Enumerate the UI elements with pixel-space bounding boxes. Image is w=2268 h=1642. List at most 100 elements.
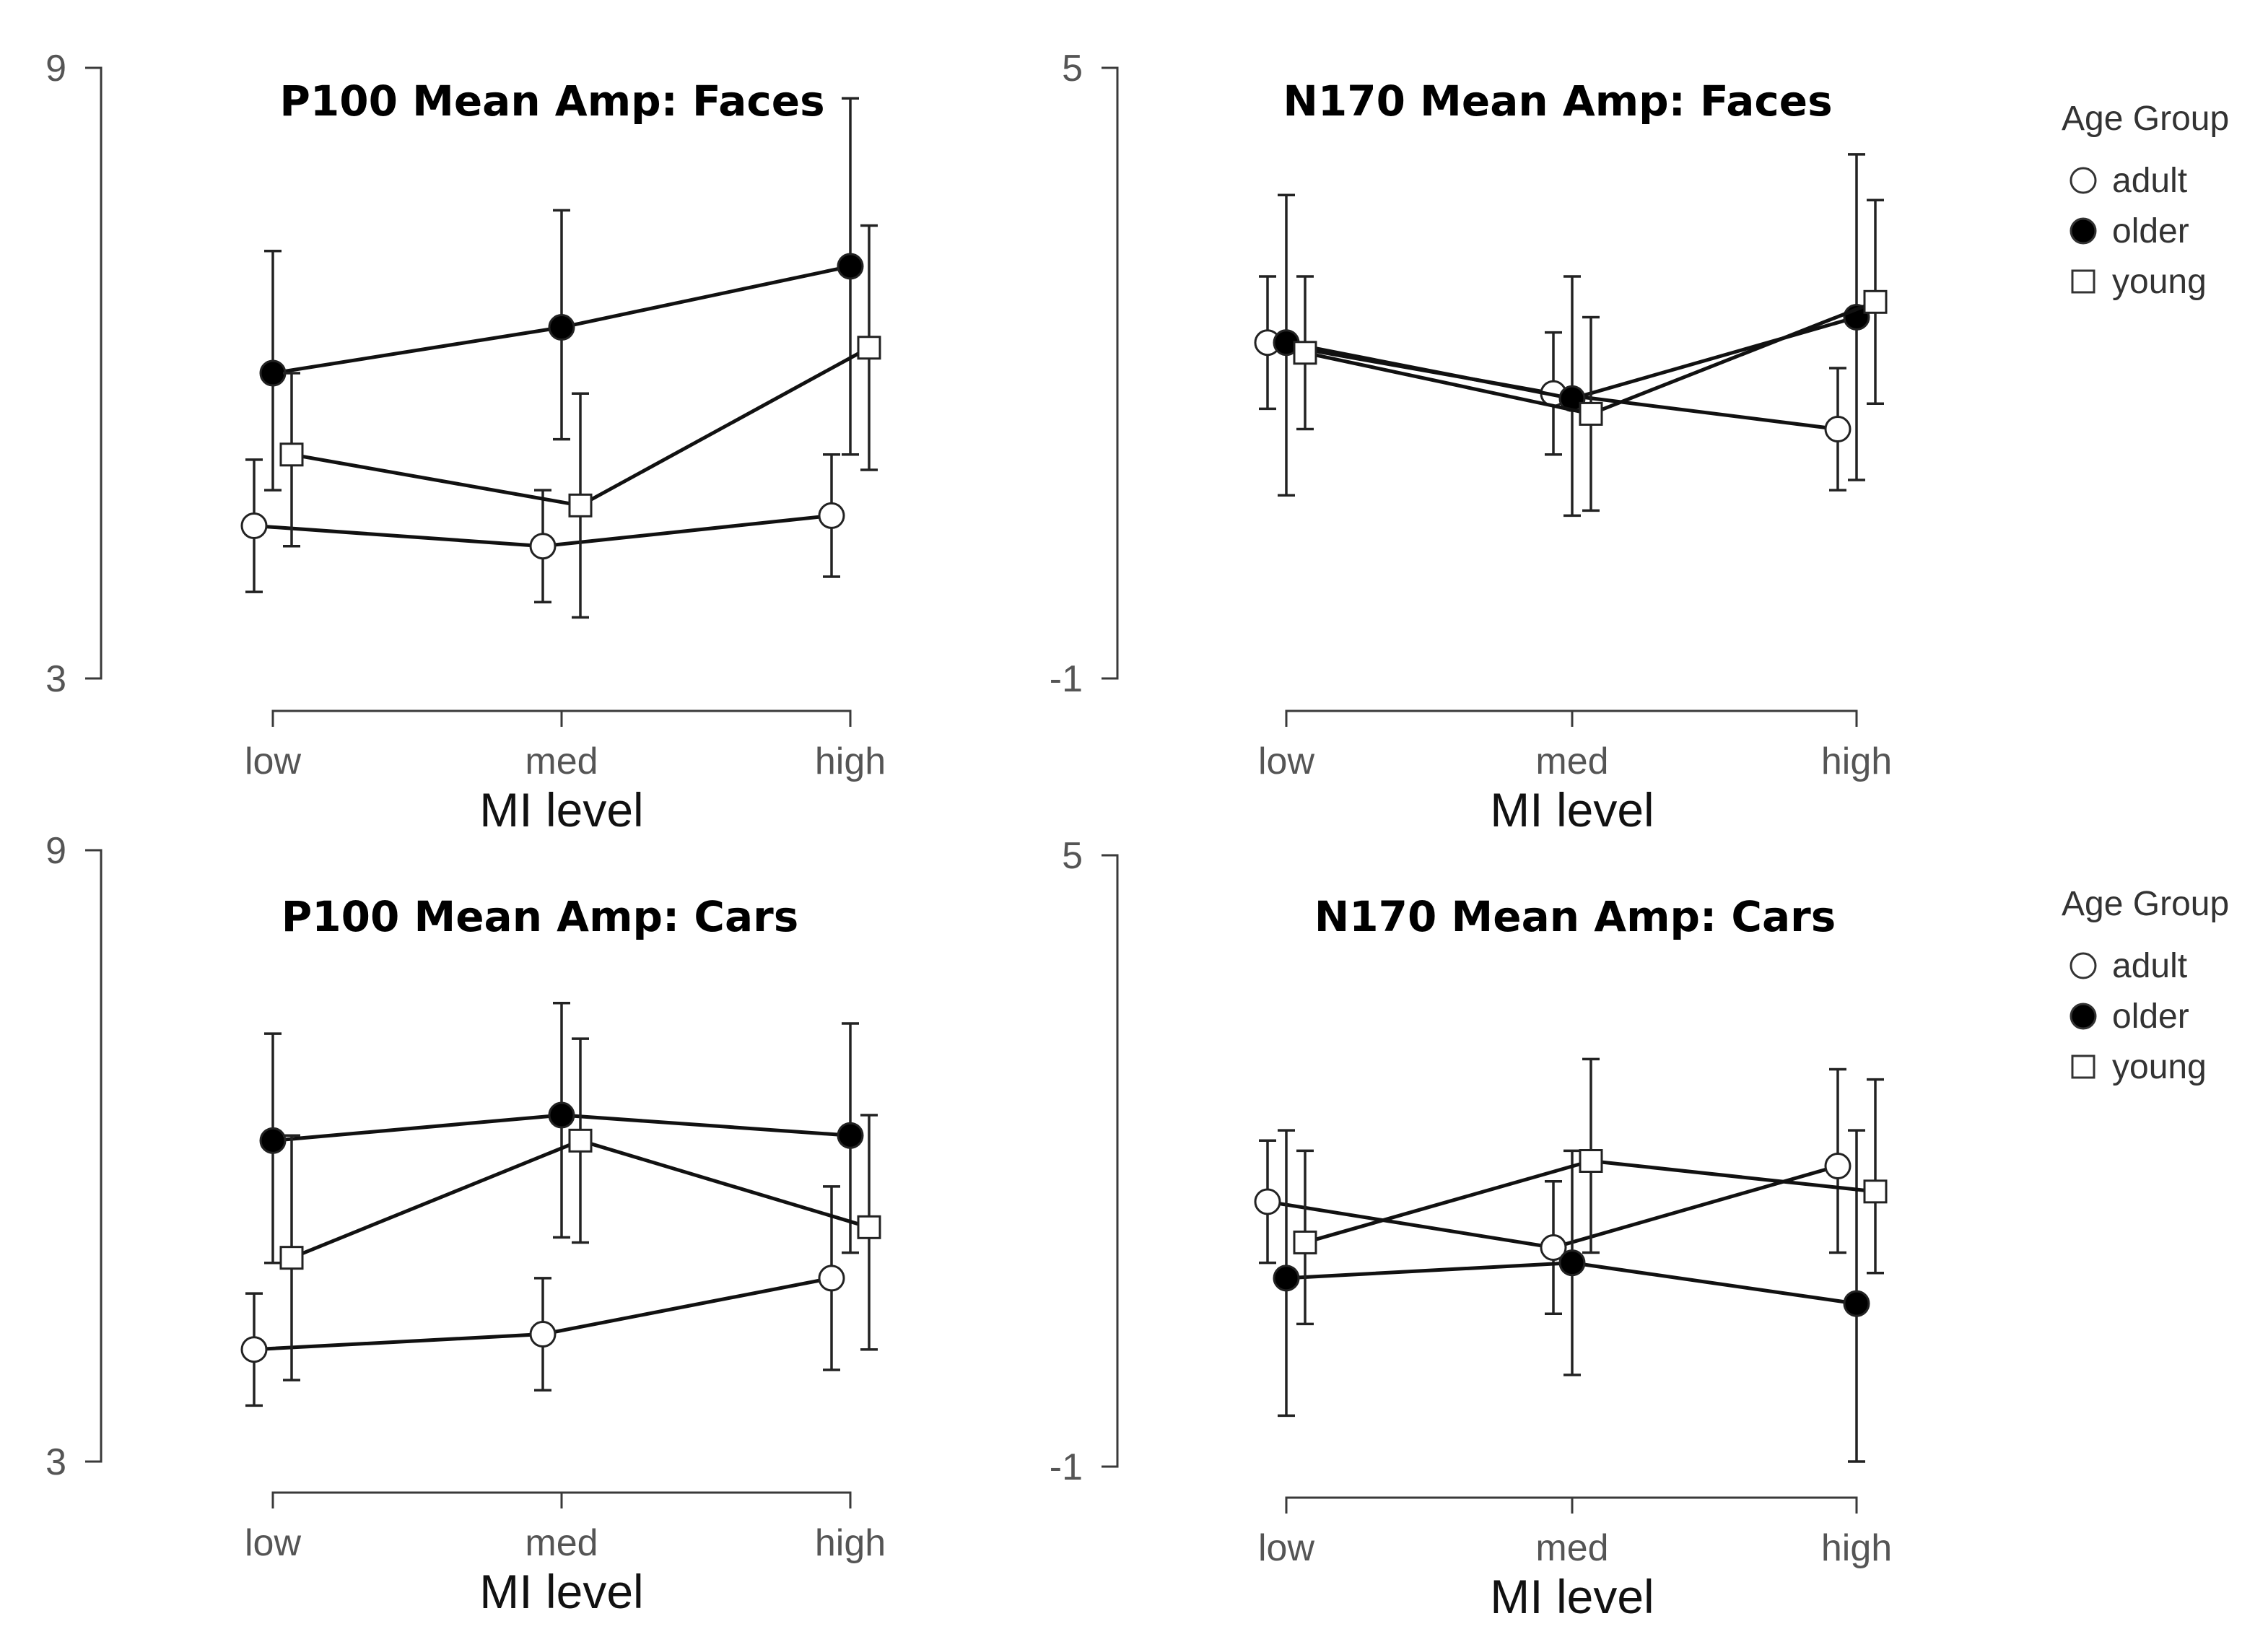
x-axis-title: MI level	[479, 1565, 643, 1618]
series-young	[1293, 1057, 1888, 1326]
data-point	[1843, 1290, 1870, 1317]
series-young	[279, 1037, 881, 1381]
y-tick-label: 9	[45, 830, 66, 872]
legend-label: young	[2112, 263, 2207, 301]
chart-title: N170 Mean Amp: Cars	[1314, 892, 1836, 941]
error-bar	[1867, 1078, 1884, 1275]
x-tick-label: high	[1821, 1527, 1892, 1569]
x-tick-label: high	[815, 741, 886, 782]
data-point	[240, 1336, 268, 1363]
series-older	[259, 97, 864, 492]
data-point	[818, 1265, 845, 1292]
data-point	[1863, 1179, 1888, 1204]
chart-panel-3: 9 3 low med high MI level P100 Mean Amp: Cars	[45, 830, 886, 1618]
y-tick-label: 3	[45, 658, 66, 700]
chart-panel-1: 9 3 low med high MI level P100 Mean Amp: Faces	[45, 48, 886, 837]
x-tick-label: med	[1535, 1527, 1608, 1569]
y-axis	[1102, 854, 1119, 1468]
chart-title: N170 Mean Amp: Faces	[1283, 77, 1832, 126]
legend-title: Age Group	[2062, 885, 2229, 923]
data-point	[818, 502, 845, 529]
series-adult	[240, 1185, 845, 1407]
legend-marker	[2069, 952, 2097, 979]
y-tick-label: -1	[1050, 658, 1083, 700]
series-young	[279, 224, 881, 619]
x-axis	[271, 709, 852, 727]
series-young	[1293, 198, 1888, 512]
y-tick-label: 5	[1062, 835, 1083, 877]
legend-marker	[2071, 1054, 2095, 1079]
data-point	[259, 1127, 287, 1154]
x-tick-label: med	[1535, 741, 1608, 782]
series-adult	[1254, 275, 1852, 492]
y-tick-label: 9	[45, 48, 66, 89]
x-axis	[1285, 1496, 1858, 1514]
x-tick-label: low	[245, 741, 301, 782]
series-adult	[1254, 1067, 1852, 1315]
series-adult	[240, 453, 845, 603]
data-point	[857, 336, 881, 360]
data-point	[1579, 1149, 1603, 1173]
x-tick-label: med	[525, 1522, 598, 1564]
legend: Age Group adult older young	[2062, 100, 2229, 301]
data-point	[240, 512, 268, 539]
legend-marker	[2071, 269, 2095, 294]
legend: Age Group adult older young	[2062, 885, 2229, 1086]
chart-title: P100 Mean Amp: Faces	[279, 77, 824, 126]
data-point	[1293, 341, 1317, 365]
data-point	[529, 1321, 557, 1348]
y-axis	[85, 66, 103, 680]
x-axis-title: MI level	[1490, 783, 1654, 837]
data-point	[548, 1101, 575, 1129]
data-point	[548, 314, 575, 341]
series-older	[1273, 153, 1870, 518]
series-older	[259, 1002, 864, 1265]
y-axis	[1102, 66, 1119, 680]
data-point	[529, 533, 557, 560]
data-point	[279, 1246, 304, 1270]
x-axis-title: MI level	[1490, 1570, 1654, 1623]
legend-marker	[2069, 1003, 2097, 1030]
y-tick-label: 3	[45, 1441, 66, 1483]
y-axis	[85, 849, 103, 1463]
data-point	[1558, 1249, 1586, 1277]
data-point	[1293, 1230, 1317, 1254]
x-tick-label: high	[1821, 741, 1892, 782]
series-older	[1273, 1129, 1870, 1463]
legend-label: older	[2112, 212, 2189, 250]
chart-panel-4: 5 -1 low med high MI level N170 Mean Amp: Cars…	[1050, 835, 2229, 1623]
data-point	[1824, 1153, 1852, 1180]
data-point	[1863, 289, 1888, 314]
chart-title: P100 Mean Amp: Cars	[282, 892, 799, 941]
x-tick-label: high	[815, 1522, 886, 1564]
x-tick-label: low	[1258, 1527, 1314, 1569]
chart-panel-2: 5 -1 low med high MI level N170 Mean Amp: Face…	[1050, 48, 2229, 837]
data-point	[837, 1122, 864, 1149]
data-point	[568, 493, 593, 518]
data-point	[568, 1128, 593, 1153]
data-point	[1540, 1233, 1567, 1261]
x-tick-label: low	[245, 1522, 301, 1564]
data-point	[1254, 1188, 1281, 1215]
legend-label: adult	[2112, 947, 2187, 985]
x-tick-label: low	[1258, 741, 1314, 782]
data-point	[259, 359, 287, 387]
legend-title: Age Group	[2062, 100, 2229, 138]
legend-label: older	[2112, 997, 2189, 1036]
legend-marker	[2069, 217, 2097, 245]
x-axis	[1285, 709, 1858, 727]
data-point	[1824, 416, 1852, 443]
x-axis	[271, 1491, 852, 1508]
data-point	[1273, 1265, 1300, 1292]
x-axis-title: MI level	[479, 783, 643, 837]
x-tick-label: med	[525, 741, 598, 782]
legend-label: adult	[2112, 162, 2187, 200]
legend-label: young	[2112, 1048, 2207, 1086]
legend-marker	[2069, 167, 2097, 194]
data-point	[837, 253, 864, 280]
data-point	[279, 442, 304, 467]
data-point	[1579, 401, 1603, 426]
data-point	[857, 1215, 881, 1239]
y-tick-label: -1	[1050, 1446, 1083, 1488]
